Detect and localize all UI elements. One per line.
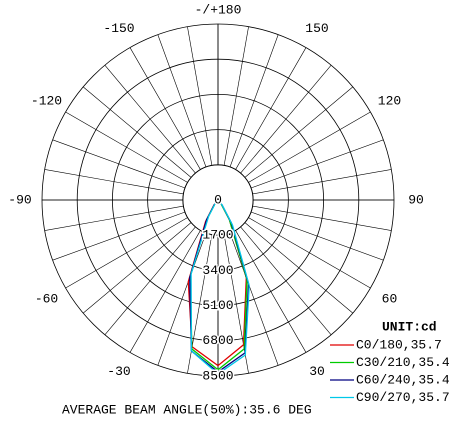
- angle-tick-label: -60: [35, 291, 58, 306]
- angle-tick-label: -/+180: [195, 2, 242, 17]
- angle-tick-label: 90: [408, 192, 424, 207]
- r-tick-label: 3400: [202, 263, 233, 278]
- angle-tick-label: 60: [382, 291, 398, 306]
- ring: [112, 94, 324, 306]
- legend-label: C60/240,35.4: [356, 372, 450, 387]
- r-tick-label: 0: [214, 192, 222, 207]
- r-tick-label: 5100: [202, 298, 233, 313]
- r-tick-label: 1700: [202, 228, 233, 243]
- angle-tick-label: 30: [309, 364, 325, 379]
- ring: [76, 58, 360, 342]
- r-tick-label: 8500: [202, 368, 233, 383]
- unit-label: UNIT:cd: [382, 319, 437, 334]
- r-tick-label: 6800: [202, 333, 233, 348]
- legend-label: C0/180,35.7: [356, 337, 442, 352]
- footer: AVERAGE BEAM ANGLE(50%):35.6 DEG: [62, 402, 312, 417]
- angle-tick-label: -150: [103, 21, 134, 36]
- series-line: [190, 199, 250, 375]
- ring: [41, 23, 395, 377]
- angle-tick-label: -30: [107, 364, 130, 379]
- angle-tick-label: 120: [378, 93, 401, 108]
- angle-tick-label: -90: [8, 192, 31, 207]
- legend-label: C30/210,35.4: [356, 355, 450, 370]
- angle-tick-label: 150: [305, 21, 328, 36]
- angle-tick-label: -120: [31, 93, 62, 108]
- legend-label: C90/270,35.7: [356, 390, 450, 405]
- ring: [147, 129, 289, 271]
